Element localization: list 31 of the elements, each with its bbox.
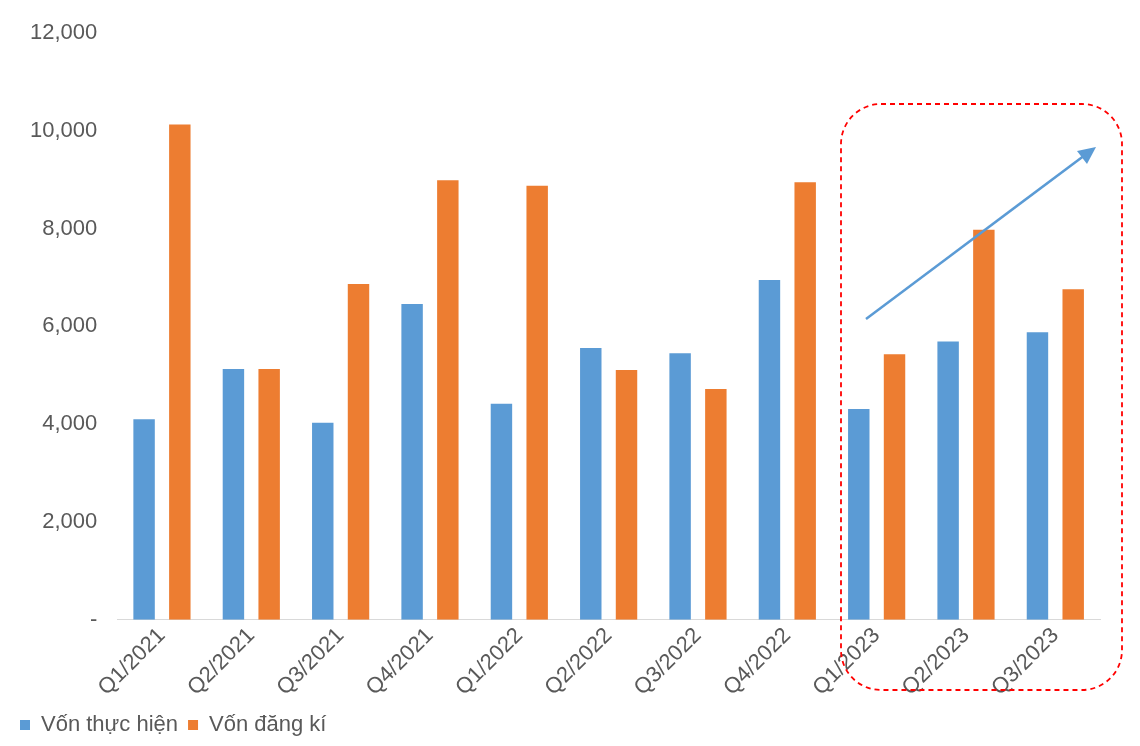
y-tick-label: 12,000 xyxy=(29,19,98,45)
y-tick-label: 2,000 xyxy=(42,507,98,533)
y-tick-label: 10,000 xyxy=(29,117,98,142)
bar xyxy=(133,419,155,620)
bar xyxy=(312,422,334,620)
bar xyxy=(258,368,280,620)
bar xyxy=(937,341,959,620)
bar xyxy=(222,368,245,620)
bar xyxy=(758,280,781,620)
bar xyxy=(883,354,906,620)
bar xyxy=(490,403,513,620)
bar xyxy=(347,283,370,620)
bar xyxy=(1062,289,1084,620)
legend-label: Vốn đăng kí xyxy=(209,711,327,737)
bar xyxy=(705,388,727,620)
bar xyxy=(669,353,691,620)
bar xyxy=(526,185,548,620)
bar xyxy=(794,182,816,620)
y-tick-label: 6,000 xyxy=(42,312,98,338)
bar xyxy=(580,347,602,620)
bar xyxy=(401,303,423,620)
bar xyxy=(1026,332,1049,620)
y-tick-label: 4,000 xyxy=(42,410,98,436)
bar xyxy=(437,180,459,620)
bar xyxy=(973,229,995,620)
legend-label: Vốn thực hiện xyxy=(41,711,179,737)
bar xyxy=(169,124,191,620)
bar xyxy=(615,369,638,620)
y-tick-label: - xyxy=(89,605,98,631)
y-tick-label: 8,000 xyxy=(42,214,98,240)
bar xyxy=(848,409,870,620)
